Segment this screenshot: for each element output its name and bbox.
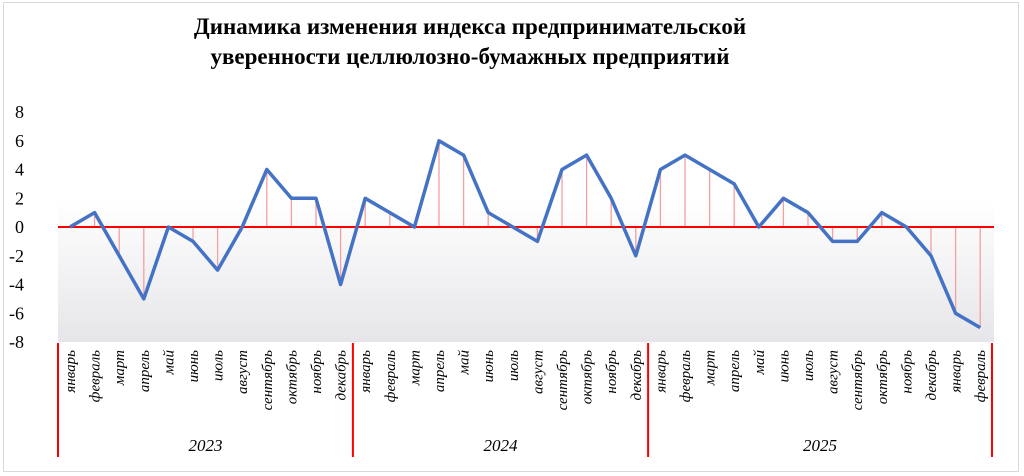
y-tick-label: -4: [9, 275, 24, 295]
year-separators: [57, 343, 993, 457]
x-tick-label: март: [407, 350, 423, 386]
x-tick-label: октябрь: [875, 350, 891, 404]
x-tick-label: февраль: [88, 350, 104, 402]
chart-title: Динамика изменения индекса предпринимате…: [0, 12, 940, 72]
x-tick-label: сентябрь: [850, 350, 866, 411]
plot-background-band: [58, 198, 994, 342]
x-tick-label: июль: [211, 350, 227, 381]
x-tick-label: август: [826, 350, 842, 394]
y-tick-label: 8: [15, 102, 24, 122]
x-tick-label: март: [112, 350, 128, 386]
x-tick-label: январь: [653, 350, 669, 394]
x-tick-label: ноябрь: [899, 350, 915, 394]
x-tick-label: февраль: [678, 350, 694, 402]
year-label: 2023: [188, 436, 222, 455]
x-tick-label: январь: [358, 350, 374, 394]
x-tick-label: май: [457, 350, 473, 376]
year-label: 2025: [803, 436, 837, 455]
x-axis-year-labels: 2023 2024 2025: [188, 436, 837, 455]
x-tick-label: сентябрь: [260, 350, 276, 411]
x-tick-label: август: [530, 350, 546, 394]
x-tick-label: февраль: [383, 350, 399, 402]
x-tick-label: сентябрь: [555, 350, 571, 411]
x-tick-label: декабрь: [924, 350, 940, 401]
chart-title-line-1: Динамика изменения индекса предпринимате…: [193, 14, 747, 39]
y-tick-label: -6: [9, 303, 24, 323]
x-tick-label: декабрь: [334, 350, 350, 401]
y-tick-label: -8: [9, 332, 24, 352]
x-tick-label: май: [752, 350, 768, 376]
y-tick-label: 0: [15, 217, 24, 237]
x-tick-label: июль: [801, 350, 817, 381]
y-tick-label: -2: [9, 246, 24, 266]
x-tick-label: август: [235, 350, 251, 394]
x-axis-month-labels: январь февраль март апрель май июнь июль август…: [63, 350, 989, 411]
x-tick-label: октябрь: [580, 350, 596, 404]
year-label: 2024: [484, 436, 519, 455]
x-tick-label: апрель: [727, 350, 743, 392]
x-tick-label: декабрь: [629, 350, 645, 401]
series-line: [69, 139, 982, 330]
x-tick-label: май: [161, 350, 177, 376]
x-tick-label: октябрь: [284, 350, 300, 404]
x-tick-label: июль: [506, 350, 522, 381]
chart-title-line-2: уверенности целлюлозно-бумажных предприя…: [210, 44, 730, 69]
x-tick-label: июнь: [481, 350, 497, 383]
x-tick-label: февраль: [973, 350, 989, 402]
x-tick-label: ноябрь: [604, 350, 620, 394]
x-tick-label: июнь: [186, 350, 202, 383]
x-tick-label: январь: [63, 350, 79, 394]
y-tick-label: 2: [15, 188, 24, 208]
x-tick-label: март: [703, 350, 719, 386]
x-tick-label: январь: [949, 350, 965, 394]
x-tick-label: апрель: [432, 350, 448, 392]
x-tick-label: июнь: [776, 350, 792, 383]
y-axis-ticks: 8 6 4 2 0 -2 -4 -6 -8: [9, 102, 24, 352]
x-tick-label: ноябрь: [309, 350, 325, 394]
y-tick-label: 4: [15, 160, 24, 180]
y-tick-label: 6: [15, 131, 24, 151]
x-tick-label: апрель: [137, 350, 153, 392]
